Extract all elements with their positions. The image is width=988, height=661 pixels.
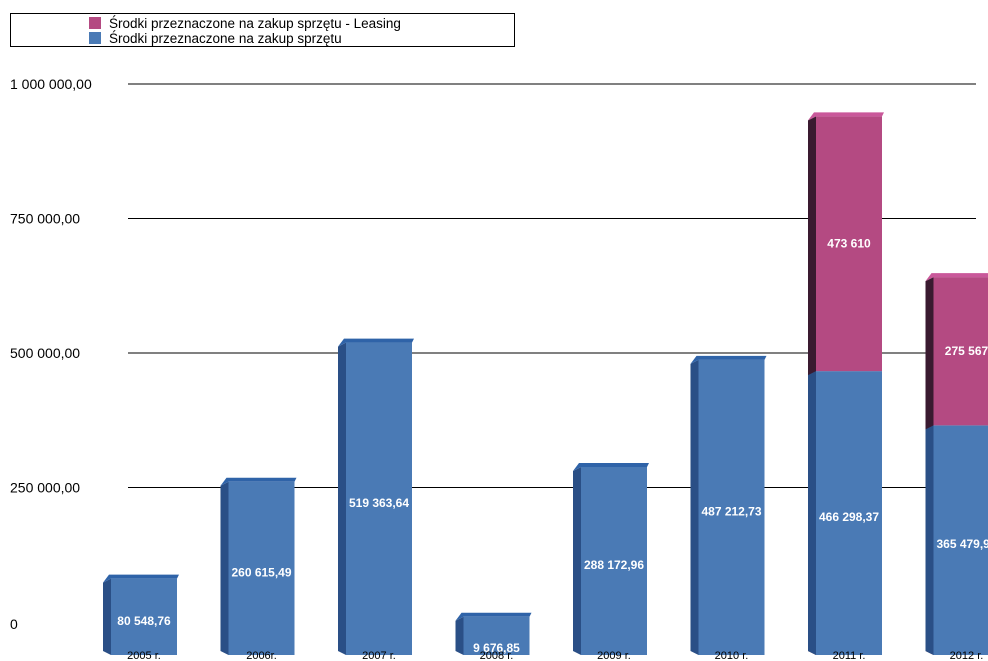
bar-group	[220, 477, 297, 655]
bar-side	[103, 578, 111, 655]
bar-group	[690, 355, 767, 655]
y-tick-label: 1 000 000,00	[10, 76, 92, 92]
bar-value-label: 466 298,37	[819, 510, 879, 524]
y-tick-label: 750 000,00	[10, 211, 80, 227]
bar-equipment	[581, 466, 647, 655]
legend-label-leasing: Środki przeznaczone na zakup sprzętu - L…	[109, 16, 401, 31]
bar-top	[103, 574, 179, 583]
bar-value-label: 80 548,76	[117, 614, 171, 628]
bar-value-label: 487 212,73	[701, 504, 761, 518]
x-tick-label: 2011 r.	[833, 650, 866, 661]
bar-leasing	[933, 277, 988, 426]
x-tick-label: 2005 r.	[127, 650, 161, 661]
bar-side	[220, 481, 229, 655]
bar-group	[925, 273, 988, 655]
x-tick-label: 2007 r.	[362, 650, 396, 661]
bar-value-label: 260 615,49	[231, 565, 291, 579]
y-tick-label: 500 000,00	[10, 345, 80, 361]
bar-top	[220, 477, 297, 486]
legend: Środki przeznaczone na zakup sprzętu - L…	[10, 13, 515, 47]
bar-value-label-leasing: 275 567	[945, 344, 988, 358]
x-tick-label: 2006r.	[246, 650, 277, 661]
bar-top	[690, 355, 767, 364]
legend-item-equipment: Środki przeznaczone na zakup sprzętu	[89, 31, 342, 46]
bar-top	[573, 462, 649, 471]
bar-top	[808, 112, 884, 121]
bar-value-label: 288 172,96	[584, 558, 644, 572]
bar-side	[690, 359, 699, 655]
legend-swatch-leasing	[89, 17, 101, 29]
x-tick-label: 2012 r.	[950, 650, 984, 661]
x-tick-label: 2009 r.	[597, 650, 631, 661]
bar-equipment	[933, 425, 988, 655]
y-tick-label: 250 000,00	[10, 480, 80, 496]
bar-side	[573, 466, 581, 655]
bar-side	[455, 616, 464, 655]
bar-leasing	[816, 116, 882, 372]
bar-side-lower	[925, 425, 934, 655]
bar-equipment	[698, 359, 765, 655]
bar-group	[573, 462, 649, 655]
bar-equipment	[111, 578, 177, 655]
x-tick-label: 2008 r.	[480, 650, 514, 661]
bar-value-label: 9 676,85	[473, 641, 520, 655]
bar-value-label: 519 363,64	[349, 496, 409, 510]
bar-top	[455, 612, 532, 621]
bar-side	[338, 342, 346, 655]
bar-top	[925, 273, 988, 282]
bar-group	[808, 112, 884, 656]
bar-value-label: 365 479,99	[936, 537, 988, 551]
bar-group	[338, 338, 414, 655]
bar-value-label-leasing: 473 610	[827, 237, 871, 251]
bar-equipment	[816, 371, 882, 655]
bar-equipment	[463, 616, 530, 655]
bar-top	[338, 338, 414, 347]
bar-equipment	[228, 481, 295, 655]
legend-swatch-equipment	[89, 32, 101, 44]
x-tick-label: 2010 r.	[715, 650, 749, 661]
y-tick-label: 0	[10, 616, 18, 632]
legend-item-leasing: Środki przeznaczone na zakup sprzętu - L…	[89, 16, 401, 31]
bar-group	[103, 574, 179, 655]
bar-side-lower	[808, 371, 816, 655]
bar-equipment	[346, 342, 412, 655]
bar-group	[455, 612, 532, 655]
legend-label-equipment: Środki przeznaczone na zakup sprzętu	[109, 31, 342, 46]
